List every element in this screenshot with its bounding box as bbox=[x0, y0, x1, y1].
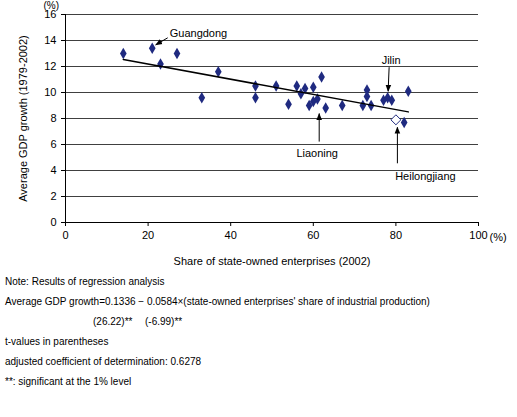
svg-text:Heilongjiang: Heilongjiang bbox=[395, 170, 456, 182]
svg-text:2: 2 bbox=[50, 190, 56, 202]
svg-text:Guangdong: Guangdong bbox=[170, 27, 228, 39]
svg-text:Average GDP growth (1979-2002): Average GDP growth (1979-2002) bbox=[17, 35, 29, 202]
svg-text:0: 0 bbox=[62, 229, 68, 241]
svg-text:40: 40 bbox=[225, 229, 237, 241]
svg-text:60: 60 bbox=[307, 229, 319, 241]
html-text:**: significant at the 1% leve: **: significant at the 1% level bbox=[5, 376, 132, 387]
svg-text:14: 14 bbox=[44, 34, 56, 46]
svg-text:100: 100 bbox=[469, 229, 487, 241]
html-text:t-values in parentheses: t-values in parentheses bbox=[5, 336, 109, 347]
svg-text:0: 0 bbox=[50, 216, 56, 228]
html-text:adjusted coefficient of determ: adjusted coefficient of determination: 0… bbox=[5, 356, 202, 367]
svg-text:(%): (%) bbox=[490, 231, 507, 243]
svg-text:20: 20 bbox=[142, 229, 154, 241]
html-text:(26.22)**: (26.22)** bbox=[93, 316, 133, 327]
svg-text:4: 4 bbox=[50, 164, 56, 176]
svg-text:10: 10 bbox=[44, 86, 56, 98]
html-text:Note: Results of regression an: Note: Results of regression analysis bbox=[5, 276, 165, 287]
svg-text:Share of state-owned enterpris: Share of state-owned enterprises (2002) bbox=[174, 255, 371, 267]
html-text:(-6.99)**: (-6.99)** bbox=[145, 316, 183, 327]
svg-text:8: 8 bbox=[50, 112, 56, 124]
html-text:Average GDP growth=0.1336 − 0.: Average GDP growth=0.1336 − 0.0584×(stat… bbox=[5, 296, 430, 307]
svg-text:12: 12 bbox=[44, 60, 56, 72]
svg-text:80: 80 bbox=[390, 229, 402, 241]
svg-text:16: 16 bbox=[44, 8, 57, 20]
svg-text:6: 6 bbox=[50, 138, 56, 150]
svg-text:(%): (%) bbox=[44, 0, 60, 11]
svg-text:Liaoning: Liaoning bbox=[296, 147, 338, 159]
svg-text:Jilin: Jilin bbox=[382, 54, 401, 66]
